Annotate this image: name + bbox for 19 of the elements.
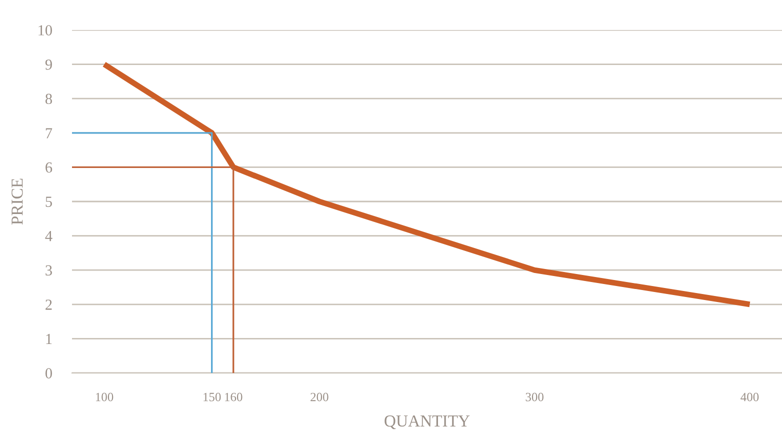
x-axis-title: QUANTITY <box>384 415 470 430</box>
y-tick-label: 3 <box>46 265 52 276</box>
y-tick-label: 8 <box>46 94 52 104</box>
y-tick-label: 5 <box>46 196 52 207</box>
x-tick-label: 150 <box>204 392 221 402</box>
x-tick-label: 200 <box>310 392 328 402</box>
y-tick-label: 10 <box>38 25 52 36</box>
y-tick-label: 2 <box>46 300 52 310</box>
x-tick-label: 160 <box>225 392 242 402</box>
y-tick-label: 4 <box>45 231 52 242</box>
y-tick-label: 6 <box>46 162 52 173</box>
y-tick-label: 1 <box>46 334 52 344</box>
y-tick-label: 9 <box>45 59 52 70</box>
y-tick-label: 7 <box>46 128 52 138</box>
x-tick-label: 400 <box>740 392 759 402</box>
x-tick-label: 100 <box>96 392 114 402</box>
y-tick-label: 0 <box>46 368 52 378</box>
x-tick-label: 300 <box>526 392 544 402</box>
y-axis-title: PRICE <box>12 178 23 225</box>
